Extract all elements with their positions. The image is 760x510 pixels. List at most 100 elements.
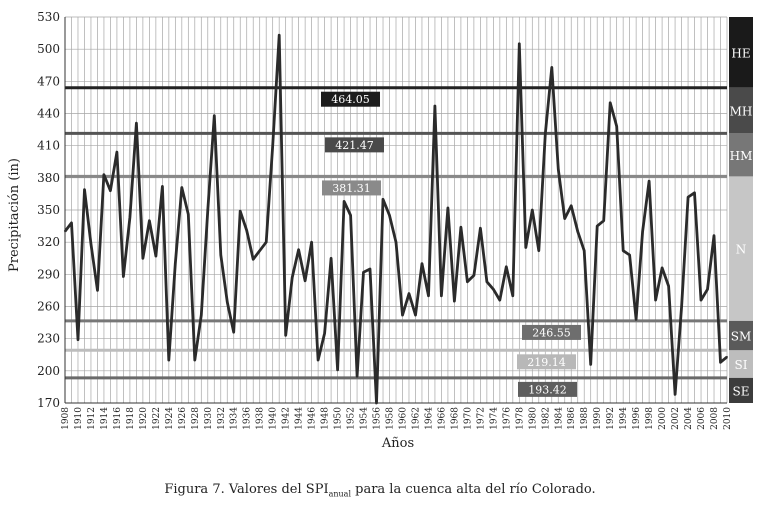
x-tick-label: 1956 [373, 407, 383, 430]
data-point [466, 280, 469, 283]
data-point [550, 66, 553, 69]
data-point [349, 214, 352, 217]
y-tick-label: 200 [37, 364, 60, 378]
x-tick-label: 1936 [243, 407, 253, 430]
data-point [258, 249, 261, 252]
x-tick-label: 1994 [619, 407, 629, 430]
data-point [693, 191, 696, 194]
data-point [609, 101, 612, 104]
data-point [524, 246, 527, 249]
data-point [226, 301, 229, 304]
x-tick-label: 1968 [450, 407, 460, 430]
y-tick-label: 410 [37, 139, 60, 153]
data-point [654, 299, 657, 301]
category-label: MH [730, 105, 753, 119]
category-label: N [736, 243, 747, 257]
data-point [498, 299, 501, 301]
x-tick-label: 1970 [463, 407, 473, 430]
x-tick-label: 1972 [476, 407, 486, 430]
data-point [388, 214, 391, 217]
data-point [252, 258, 255, 261]
y-tick-label: 440 [37, 107, 60, 121]
x-tick-label: 1946 [308, 407, 318, 430]
data-point [167, 359, 170, 362]
spi-chart: 464.05 421.47 381.31 246.55 219.14 193.42 HE M… [7, 10, 753, 451]
data-point [460, 226, 462, 229]
threshold-label: 193.42 [528, 383, 567, 396]
x-tick-label: 1916 [113, 407, 123, 430]
category-band [729, 133, 753, 177]
data-point [265, 241, 268, 244]
x-tick-label: 1964 [424, 407, 434, 430]
category-band [729, 377, 753, 403]
data-point [628, 254, 631, 256]
data-point [680, 305, 683, 308]
data-point [434, 105, 436, 107]
category-label: SM [731, 330, 752, 344]
x-tick-label: 1998 [645, 407, 655, 430]
y-tick-label: 500 [37, 42, 60, 56]
data-point [116, 151, 118, 154]
axes: 170 200 230 260 290 320 350 380 410 440 470 500 530 1… [37, 10, 733, 430]
caption-suffix: para la cuenca alta del río Colorado. [351, 482, 596, 497]
data-point [148, 219, 151, 222]
x-tick-label: 1920 [139, 407, 149, 430]
data-point [505, 265, 508, 268]
data-point [90, 243, 92, 246]
x-tick-label: 1966 [437, 407, 447, 430]
y-tick-label: 320 [37, 235, 60, 249]
data-point [310, 241, 313, 244]
x-tick-label: 1996 [632, 407, 642, 430]
data-point [421, 262, 423, 265]
threshold-labels: 464.05 421.47 381.31 246.55 219.14 193.42 [321, 91, 581, 397]
data-point [135, 122, 138, 125]
x-tick-label: 1926 [178, 407, 188, 430]
threshold-label-box [522, 324, 581, 340]
x-tick-label: 1986 [567, 407, 577, 430]
threshold-label-box [321, 91, 380, 107]
data-point [103, 173, 105, 176]
category-bar: HE MH HM N SM SI SE [729, 17, 753, 403]
data-point [583, 249, 586, 252]
data-point [193, 359, 196, 362]
data-point [427, 294, 430, 297]
data-point [622, 249, 625, 252]
x-tick-label: 1930 [204, 407, 214, 430]
data-point [141, 257, 144, 260]
category-band [729, 320, 753, 351]
threshold-label-box [517, 354, 576, 370]
data-point [369, 268, 371, 270]
x-tick-label: 1958 [386, 407, 396, 430]
y-tick-label: 530 [37, 10, 60, 24]
data-point [297, 248, 300, 251]
threshold-label-box [322, 180, 381, 196]
x-tick-label: 1974 [489, 407, 499, 430]
data-point [356, 375, 358, 378]
x-tick-label: 1934 [230, 407, 240, 430]
data-point [180, 186, 183, 189]
data-point [219, 254, 222, 256]
caption-subscript: anual [328, 489, 351, 499]
y-axis-label: Precipitación (in) [7, 158, 22, 272]
category-band [729, 350, 753, 378]
category-label: SE [733, 384, 750, 398]
y-tick-label: 170 [37, 396, 60, 410]
x-tick-label: 1988 [580, 407, 590, 430]
data-point [602, 219, 605, 222]
x-tick-label: 1962 [411, 407, 421, 430]
data-point [706, 288, 709, 291]
data-point [382, 198, 384, 201]
data-point [304, 279, 307, 282]
data-point [323, 332, 326, 335]
x-tick-label: 2006 [697, 407, 707, 430]
data-point [154, 255, 157, 258]
y-tick-label: 230 [37, 332, 60, 346]
data-point [537, 249, 540, 252]
data-point [479, 227, 482, 230]
data-point [317, 359, 320, 362]
threshold-lines [65, 86, 727, 380]
data-point [414, 314, 417, 316]
data-point [278, 34, 281, 37]
data-point [362, 271, 365, 274]
data-point [200, 314, 203, 316]
